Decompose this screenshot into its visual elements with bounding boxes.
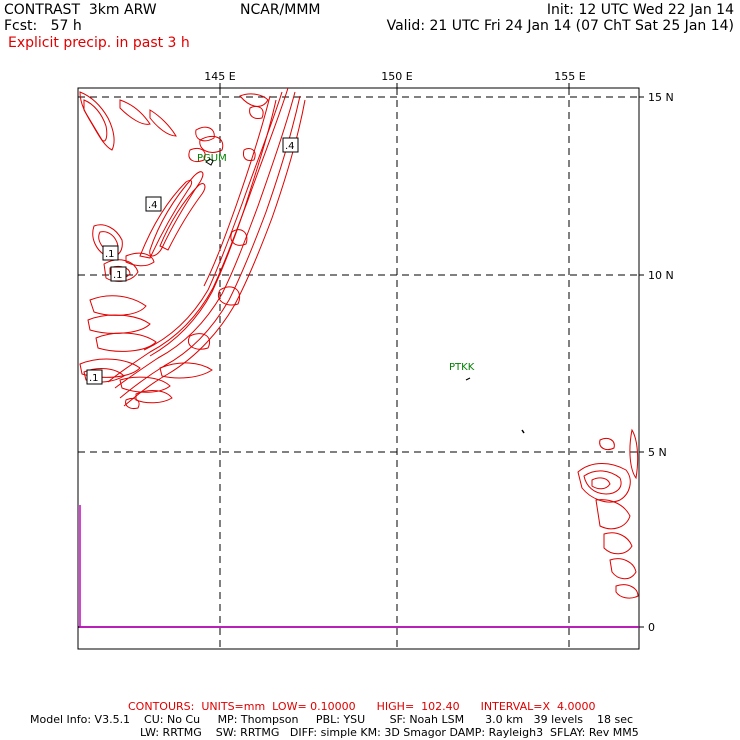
lon-label-155e: 155 E [554, 70, 585, 83]
lat-label-10n: 10 N [648, 269, 674, 282]
model-title: CONTRAST 3km ARW [4, 2, 157, 18]
forecast-hour: Fcst: 57 h [4, 18, 82, 34]
island-outline-guam [205, 158, 214, 166]
contour-label-box [102, 245, 119, 261]
valid-time: Valid: 21 UTC Fri 24 Jan 14 (07 ChT Sat … [386, 18, 734, 34]
model-info-line-2: LW: RRTMG SW: RRTMG DIFF: simple KM: 3D … [140, 726, 639, 739]
contour-label-box [86, 369, 103, 385]
lon-label-145e: 145 E [204, 70, 235, 83]
contour-label-boxes [86, 137, 299, 385]
axis-ticks [219, 83, 644, 628]
precip-contours [79, 87, 639, 599]
domain-boundary [79, 505, 639, 628]
contour-label-box [110, 266, 127, 282]
center-name: NCAR/MMM [240, 2, 321, 18]
contour-arc-mid [114, 91, 296, 389]
contour-label: .1 [113, 270, 123, 281]
init-time: Init: 12 UTC Wed 22 Jan 14 [546, 2, 734, 18]
island-outline-pohnpei [521, 429, 525, 434]
contour-label-box [282, 137, 299, 153]
contour-label: .4 [285, 141, 295, 152]
contour-label: .1 [89, 373, 99, 384]
model-info-line-1: Model Info: V3.5.1 CU: No Cu MP: Thompso… [30, 713, 634, 726]
lat-label-5n: 5 N [648, 446, 667, 459]
map-frame [77, 87, 640, 650]
island-outline-chuuk [465, 377, 471, 381]
lon-label-150e: 150 E [381, 70, 412, 83]
contour-label-box [145, 196, 162, 212]
contour-info: CONTOURS: UNITS=mm LOW= 0.10000 HIGH= 10… [128, 700, 596, 713]
lat-label-15n: 15 N [648, 91, 674, 104]
contour-label: .1 [105, 249, 115, 260]
lat-label-equator: 0 [648, 621, 655, 634]
contour-label: .4 [148, 200, 158, 211]
product-title: Explicit precip. in past 3 h [8, 35, 190, 51]
lat-lon-grid [78, 88, 639, 649]
station-label-ptkk: PTKK [449, 362, 475, 373]
contour-arc-outer [107, 87, 289, 383]
station-label-pgum: PGUM [197, 153, 227, 164]
